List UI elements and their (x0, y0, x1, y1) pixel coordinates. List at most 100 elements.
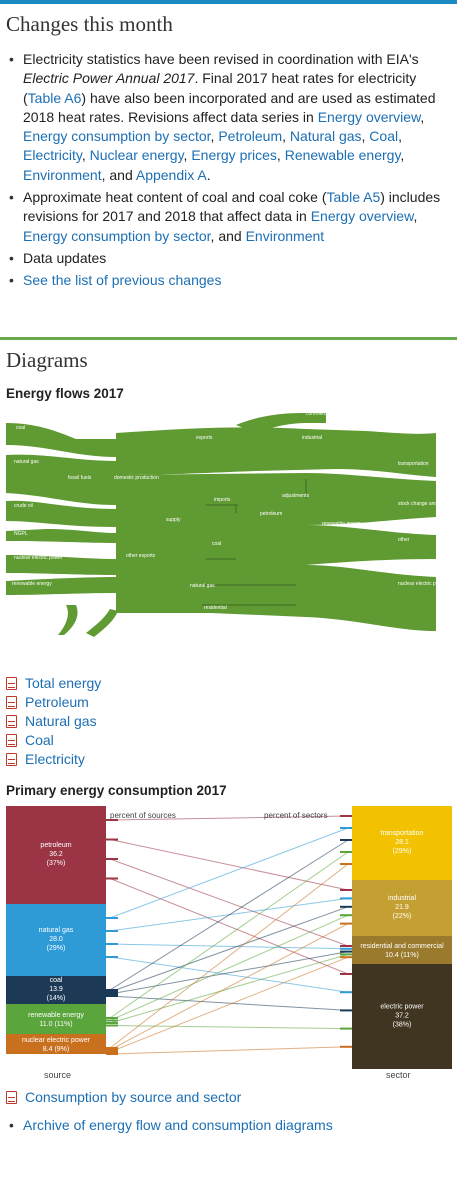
flow-label: consumption (66, 637, 95, 643)
flow-band (116, 578, 296, 595)
coal-pdf-link[interactable]: Coal (25, 731, 54, 748)
change-text: ) includes revisions for 2017 and 2018 t… (23, 189, 441, 225)
natural-gas-link[interactable]: Natural gas (289, 128, 362, 145)
sector-box (352, 805, 452, 880)
flow-label: petroleum (260, 511, 282, 517)
flow-labels: coal natural gas crude oil NGPL nuclear elec… (12, 411, 450, 645)
source-label: natural gas (39, 927, 74, 934)
list-item: Electricity statistics have been revised… (9, 50, 449, 185)
table-a6-link[interactable]: Table A6 (27, 89, 82, 106)
source-sector-line (109, 827, 349, 919)
pdf-icon (6, 733, 17, 747)
list-item: Natural gas (6, 712, 457, 731)
consumption-pdf-link[interactable]: Consumption by source and sector (25, 1088, 242, 1105)
table-a5-link[interactable]: Table A5 (326, 189, 381, 206)
list-item: Electricity (6, 750, 457, 769)
source-value: 13.9 (49, 986, 63, 993)
source-box (6, 805, 106, 904)
pdf-icon (6, 695, 17, 709)
flow-band (6, 422, 116, 457)
environment-link[interactable]: Environment (245, 227, 325, 244)
source-sector-line (109, 905, 349, 993)
source-sector-line (109, 838, 349, 891)
source-value: 36.2 (49, 851, 63, 858)
environment-link[interactable]: Environment (23, 166, 102, 183)
list-item: Petroleum (6, 693, 457, 712)
sector-label: transportation (381, 830, 424, 837)
diagrams-section: Diagrams Energy flows 2017 coal natural g… (0, 346, 457, 1133)
list-item: Coal (6, 731, 457, 750)
sector-box (352, 963, 452, 1069)
flow-band (116, 426, 436, 477)
source-box (6, 1033, 106, 1054)
renewable-energy-link[interactable]: Renewable energy (284, 147, 401, 164)
appendix-a-link[interactable]: Appendix A (135, 166, 207, 183)
source-sector-line (109, 839, 349, 990)
archive-link[interactable]: Archive of energy flow and consumption d… (23, 1116, 333, 1133)
flow-label: supply (166, 517, 181, 523)
pec-sector-boxes: transportation 28.1 (29%) industrial 21.9 (22… (352, 805, 452, 1069)
list-item: See the list of previous changes (9, 271, 449, 291)
section-divider (0, 336, 457, 340)
total-energy-pdf-link[interactable]: Total energy (25, 674, 102, 691)
flow-label: other exports (126, 553, 156, 559)
source-sector-line (109, 995, 349, 1011)
flow-band (116, 472, 436, 525)
flow-band (6, 528, 116, 543)
energy-overview-link[interactable]: Energy overview (310, 208, 414, 225)
source-label: nuclear electric power (22, 1037, 91, 1044)
coal-link[interactable]: Coal (369, 128, 399, 145)
flow-band (86, 608, 118, 637)
pdf-icon (6, 1090, 17, 1104)
primary-energy-diagram[interactable]: petroleum 36.2 (37%) natural gas 28.0 (29%) co… (6, 805, 452, 1084)
source-sector-line (109, 956, 349, 1053)
source-sector-line (109, 953, 349, 1024)
flow-label: fossil fuels (68, 475, 92, 481)
pec-source-boxes: petroleum 36.2 (37%) natural gas 28.0 (29%) co… (6, 805, 106, 1054)
energy-flows-title: Energy flows 2017 (6, 385, 124, 401)
pec-source-caption: source (44, 1070, 71, 1080)
flow-label: nuclear electric power (398, 581, 447, 587)
flow-label: exports (196, 435, 213, 441)
source-sector-line (109, 950, 349, 995)
nuclear-energy-link[interactable]: Nuclear energy (89, 147, 184, 164)
pec-svg: petroleum 36.2 (37%) natural gas 28.0 (29%) co… (6, 805, 452, 1084)
change-text: , and (101, 166, 136, 183)
flow-label: natural gas (14, 459, 39, 465)
source-label: coal (50, 977, 63, 984)
energy-consumption-link[interactable]: Energy consumption by sector (23, 227, 211, 244)
energy-overview-link[interactable]: Energy overview (317, 108, 421, 125)
sector-percent: (22%) (393, 913, 412, 920)
source-sector-line (109, 943, 349, 949)
petroleum-pdf-link[interactable]: Petroleum (25, 693, 89, 710)
sector-value: 28.1 (395, 839, 409, 846)
petroleum-link[interactable]: Petroleum (218, 128, 283, 145)
pec-header-left: percent of sources (110, 811, 176, 820)
flow-band (116, 564, 436, 631)
archive-list: Archive of energy flow and consumption d… (0, 1117, 457, 1133)
electricity-link[interactable]: Electricity (23, 147, 82, 164)
natural-gas-pdf-link[interactable]: Natural gas (25, 712, 97, 729)
change-text: , and (210, 227, 246, 244)
previous-changes-link[interactable]: See the list of previous changes (23, 272, 222, 289)
electricity-pdf-link[interactable]: Electricity (25, 750, 85, 767)
source-box (6, 1003, 106, 1034)
changes-title: Changes this month (6, 12, 173, 36)
flow-label: NGPL (14, 531, 28, 537)
source-value: 28.0 (49, 936, 63, 943)
source-sector-line (109, 815, 349, 821)
energy-prices-link[interactable]: Energy prices (191, 147, 277, 164)
pec-title: Primary energy consumption 2017 (6, 782, 227, 798)
changes-section: Changes this month Electricity statistic… (0, 10, 457, 291)
flow-label: industrial (302, 435, 322, 441)
energy-consumption-link[interactable]: Energy consumption by sector (23, 128, 211, 145)
pec-pdf-links: Consumption by source and sector (6, 1088, 457, 1107)
pdf-icon (6, 714, 17, 728)
change-text: . (206, 166, 211, 183)
flow-label: transportation (398, 461, 429, 467)
flow-label: renewable energy (322, 521, 362, 527)
sector-percent: (38%) (393, 1021, 412, 1028)
energy-flow-diagram[interactable]: coal natural gas crude oil NGPL nuclear elec… (6, 409, 452, 669)
flow-band (6, 454, 116, 505)
changes-list: Electricity statistics have been revised… (0, 50, 457, 291)
